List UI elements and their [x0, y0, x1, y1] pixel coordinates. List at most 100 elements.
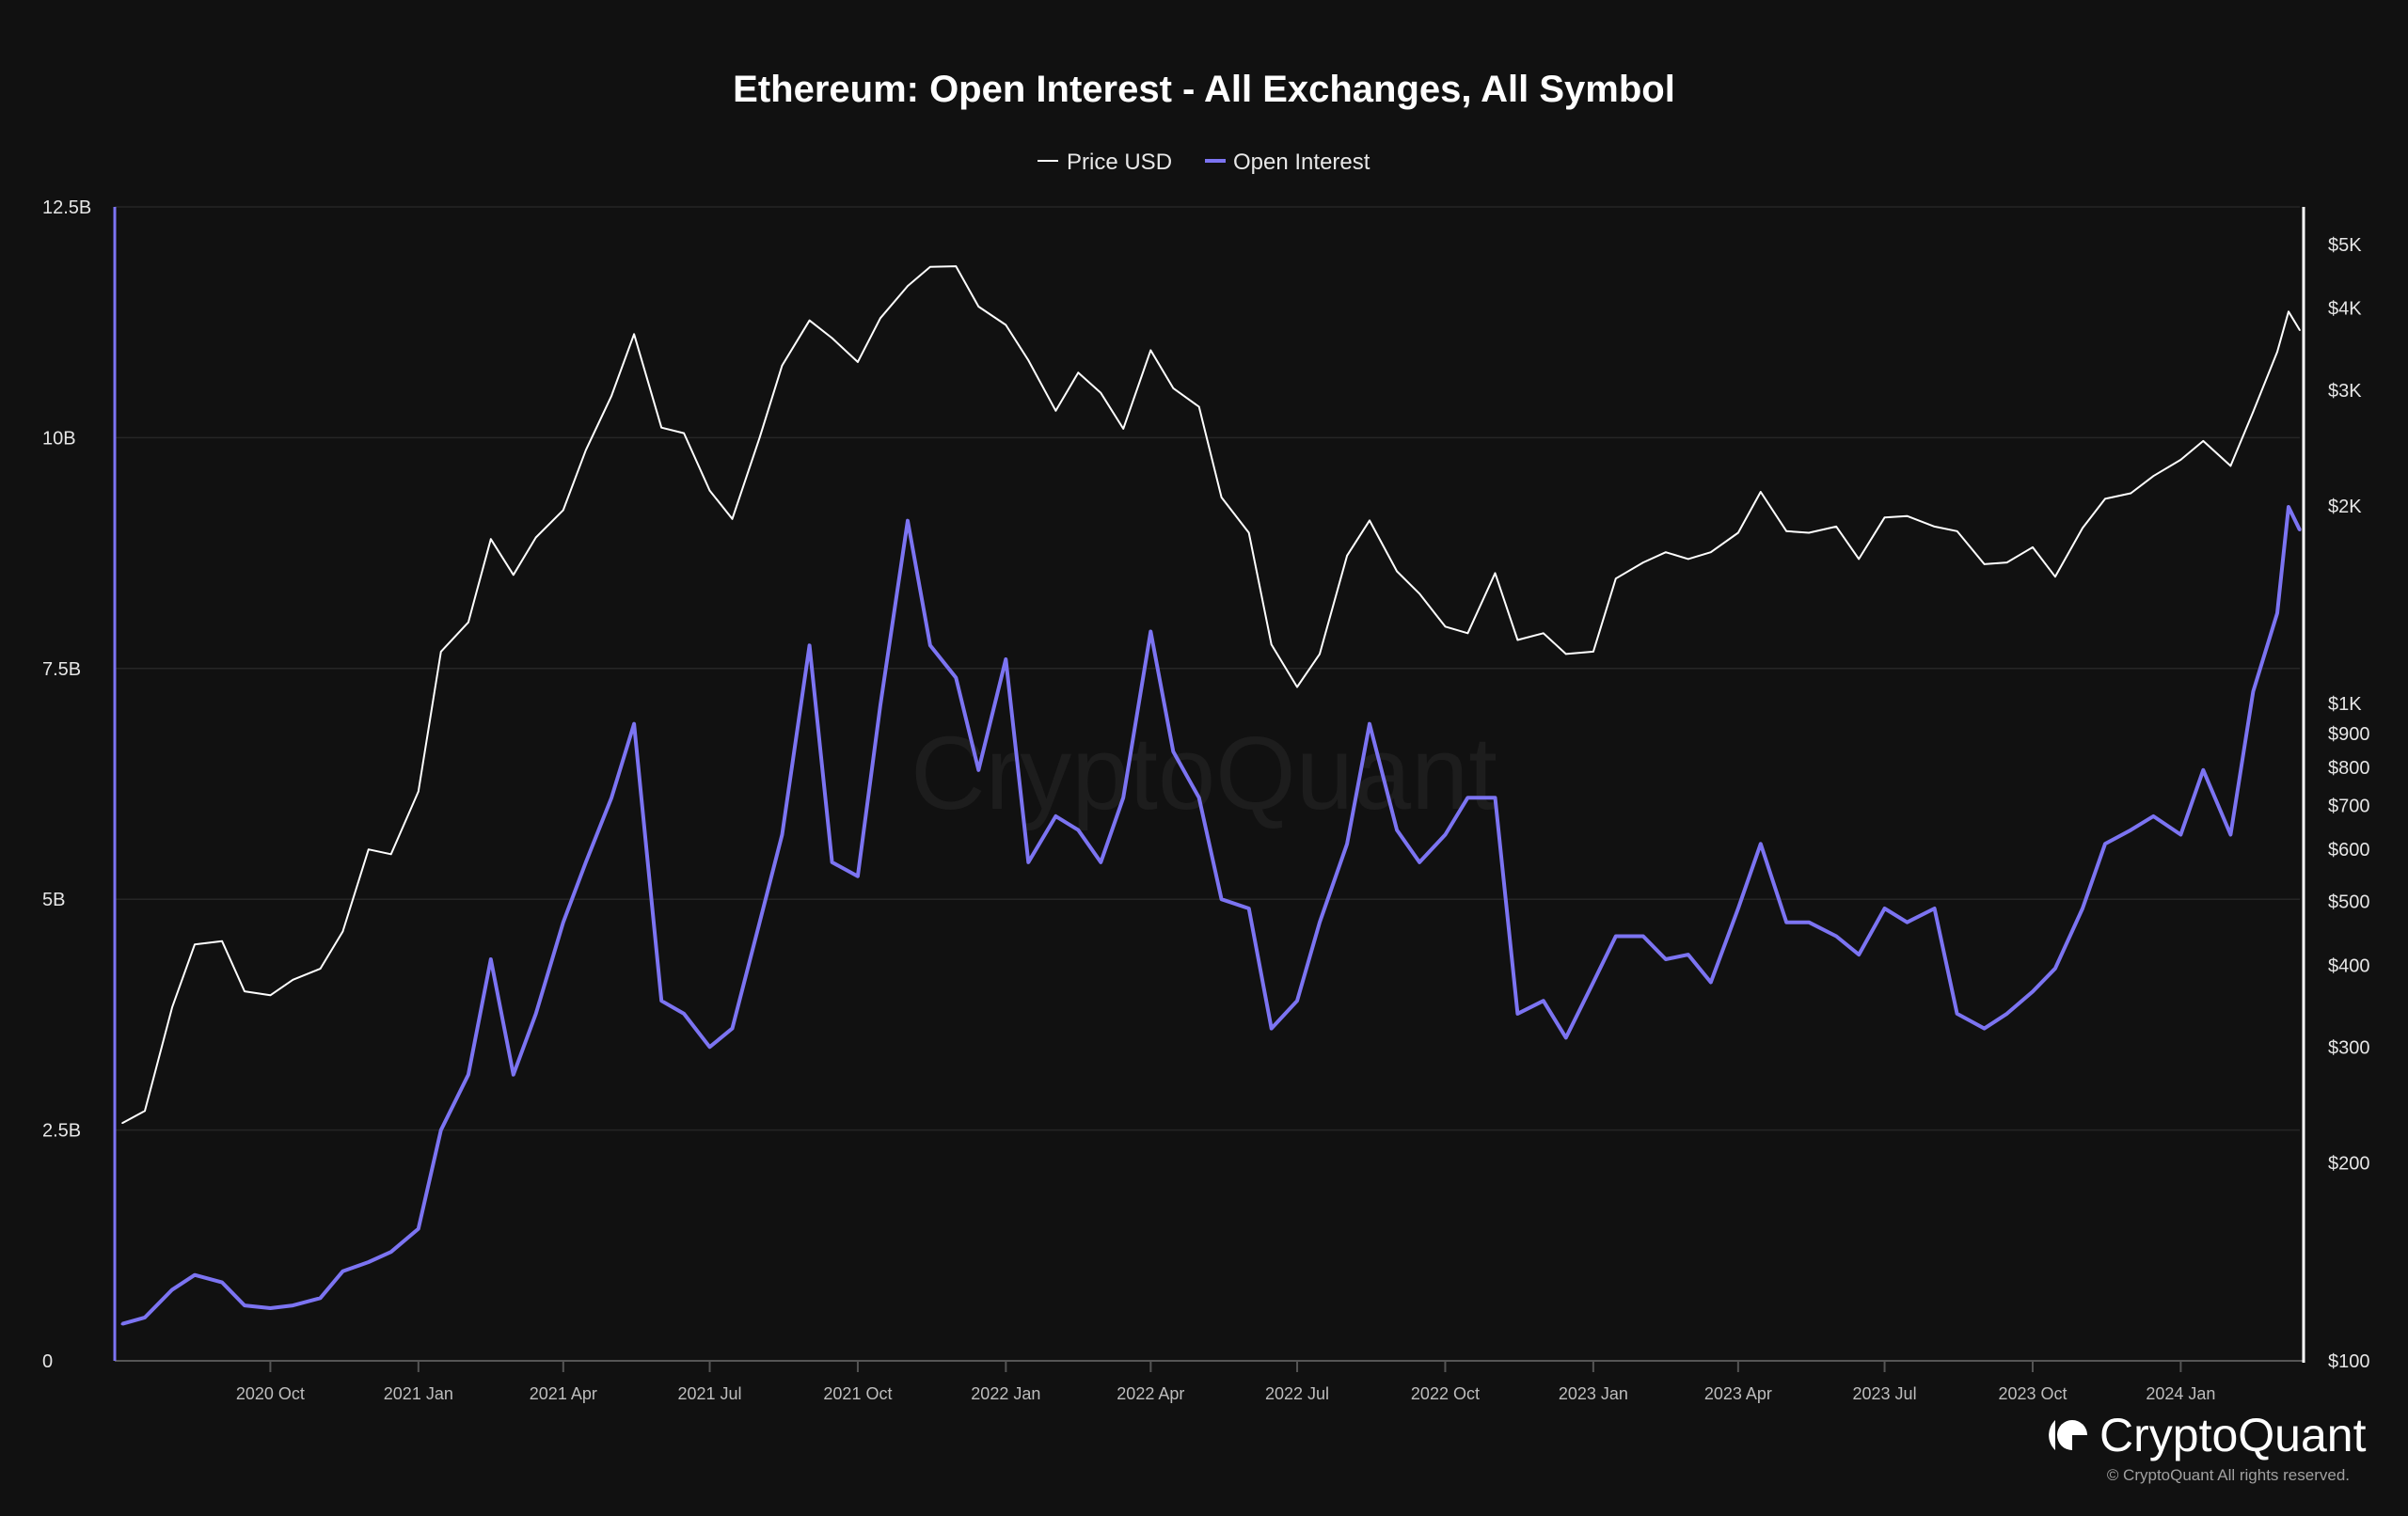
price-point [1516, 639, 1519, 641]
x-tick-label: 2021 Jul [677, 1384, 741, 1403]
open-interest-point [584, 861, 588, 864]
price-point [2005, 561, 2008, 563]
price-point [512, 574, 515, 576]
open-interest-point [2129, 829, 2132, 832]
legend: Price USD Open Interest [1038, 150, 1370, 175]
tick-labels: 0 2.5B 5B 7.5B 10B 12.5B $100 $200 $300 $400 $500 $… [42, 197, 2370, 1403]
price-point [1197, 405, 1200, 408]
price-point [1270, 643, 1273, 646]
chart-title: Ethereum: Open Interest - All Exchanges,… [733, 69, 1675, 110]
right-tick-label: $4K [2328, 298, 2362, 319]
open-interest-point [659, 999, 663, 1003]
left-tick-label: 2.5B [42, 1121, 81, 1142]
open-interest-point [2228, 832, 2232, 836]
open-interest-point [1883, 907, 1887, 910]
price-point [1785, 530, 1787, 532]
x-tick-label: 2021 Apr [530, 1384, 597, 1403]
right-tick-label: $2K [2328, 497, 2362, 517]
price-point [1296, 686, 1298, 688]
open-interest-point [906, 519, 910, 523]
price-point [2276, 351, 2278, 353]
right-tick-label: $700 [2328, 796, 2370, 816]
open-interest-point [1418, 861, 1421, 864]
right-tick-label: $900 [2328, 724, 2370, 745]
x-tick-label: 2021 Jan [384, 1384, 453, 1403]
price-point [1247, 531, 1250, 534]
right-tick-label: $5K [2328, 235, 2362, 256]
open-interest-point [879, 703, 882, 707]
price-point [879, 317, 881, 320]
price-point [1592, 651, 1594, 653]
left-tick-label: 7.5B [42, 659, 81, 680]
price-point [683, 432, 685, 434]
open-interest-point [1247, 907, 1251, 910]
axes [113, 207, 2305, 1372]
price-point [1220, 497, 1223, 498]
open-interest-point [1542, 999, 1545, 1003]
legend-label-open-interest: Open Interest [1233, 150, 1370, 175]
price-point [534, 536, 537, 539]
left-tick-label: 12.5B [42, 197, 91, 218]
open-interest-point [2298, 529, 2302, 532]
open-interest-point [1368, 722, 1371, 726]
open-interest-point [1614, 934, 1618, 938]
open-interest-point [1807, 921, 1811, 924]
price-point [1054, 410, 1057, 412]
open-interest-point [1736, 907, 1740, 910]
x-tick-label: 2023 Jan [1559, 1384, 1628, 1403]
open-interest-point [1983, 1027, 1987, 1031]
open-interest-point [2151, 814, 2155, 818]
open-interest-point [2053, 967, 2057, 971]
open-interest-point [2251, 689, 2255, 693]
open-interest-point [1493, 796, 1497, 799]
price-point [1100, 392, 1102, 394]
copyright-text: © CryptoQuant All rights reserved. [2107, 1466, 2350, 1484]
price-point [1642, 561, 1644, 563]
price-point [2032, 546, 2034, 548]
open-interest-point [1171, 750, 1175, 753]
legend-item-open-interest[interactable]: Open Interest [1205, 150, 1370, 175]
price-point [144, 1110, 146, 1113]
open-interest-point [2031, 989, 2035, 993]
open-interest-point [439, 1129, 443, 1132]
open-interest-point [610, 796, 613, 799]
price-point [2202, 440, 2205, 442]
open-interest-point [1834, 934, 1838, 938]
price-point [1933, 526, 1936, 528]
x-tick-label: 2022 Apr [1117, 1384, 1184, 1403]
open-interest-point [243, 1303, 246, 1307]
price-point [1418, 592, 1420, 595]
price-point [1027, 359, 1030, 361]
price-point [2130, 492, 2132, 495]
legend-item-price[interactable]: Price USD [1038, 150, 1172, 175]
open-interest-point [2275, 611, 2279, 615]
open-interest-point [2005, 1012, 2009, 1016]
open-interest-point [562, 921, 565, 924]
right-tick-label: $200 [2328, 1154, 2370, 1175]
price-point [1858, 558, 1860, 561]
price-point [389, 853, 392, 856]
price-point [1665, 551, 1667, 553]
open-interest-point [534, 1012, 538, 1016]
price-point [660, 426, 662, 429]
right-tick-label: $500 [2328, 892, 2370, 913]
open-interest-point [367, 1260, 371, 1264]
open-interest-point [1345, 842, 1349, 845]
price-point [439, 651, 442, 653]
price-point [221, 940, 223, 942]
price-point [633, 333, 635, 336]
price-point [467, 621, 469, 624]
open-interest-point [268, 1306, 272, 1310]
x-tick-label: 2024 Jan [2146, 1384, 2215, 1403]
x-tick-label: 2022 Oct [1411, 1384, 1480, 1403]
open-interest-point [512, 1073, 515, 1077]
price-point [831, 337, 833, 340]
open-interest-point [389, 1250, 393, 1254]
open-interest-point [2287, 505, 2290, 509]
price-point [731, 518, 734, 520]
open-interest-point [1099, 861, 1102, 864]
open-interest-point [708, 1045, 712, 1049]
open-interest-point [976, 768, 980, 772]
price-point [2252, 411, 2255, 413]
